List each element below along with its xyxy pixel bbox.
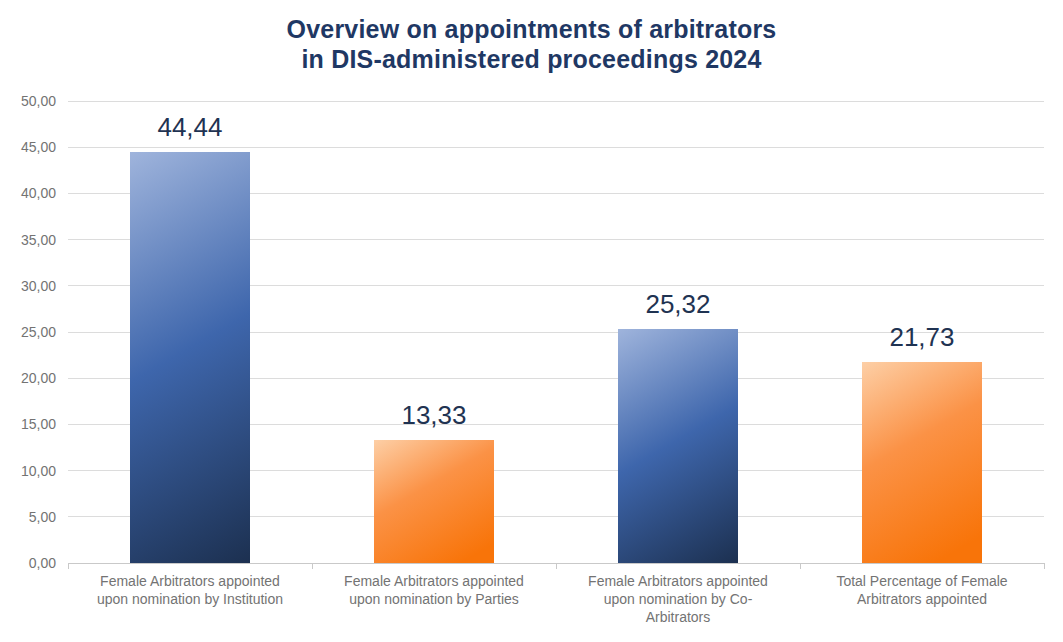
chart-title-line1: Overview on appointments of arbitrators [0,14,1063,44]
category-label: Female Arbitrators appointedupon nominat… [316,572,552,608]
category-label-line: upon nomination by Co- [560,590,796,608]
x-axis-tick [312,563,313,569]
category-label: Total Percentage of FemaleArbitrators ap… [804,572,1040,608]
y-axis-tick-label: 20,00 [0,369,56,387]
category-label-line: upon nomination by Institution [72,590,308,608]
bar [618,329,738,563]
category-label-line: Female Arbitrators appointed [72,572,308,590]
x-axis-tick [68,563,69,569]
y-axis-tick-label: 10,00 [0,462,56,480]
y-axis-tick-label: 40,00 [0,184,56,202]
bar [130,152,250,563]
gridline [68,101,1044,102]
bar-value-label: 25,32 [556,289,800,319]
bar-chart: Overview on appointments of arbitrators … [0,0,1063,642]
bar-value-label: 44,44 [68,112,312,142]
category-label-line: upon nomination by Parties [316,590,552,608]
y-axis-tick-label: 0,00 [0,554,56,572]
y-axis-tick-label: 30,00 [0,277,56,295]
y-axis-tick-label: 35,00 [0,231,56,249]
y-axis-tick-label: 5,00 [0,508,56,526]
y-axis-tick-label: 50,00 [0,92,56,110]
chart-title: Overview on appointments of arbitrators … [0,14,1063,74]
bar [374,440,494,563]
bar [862,362,982,563]
x-axis-tick [800,563,801,569]
category-label-line: Female Arbitrators appointed [316,572,552,590]
category-label-line: Arbitrators [560,608,796,626]
y-axis-tick-label: 15,00 [0,415,56,433]
category-label-line: Total Percentage of Female [804,572,1040,590]
x-axis-tick [556,563,557,569]
category-label: Female Arbitrators appointedupon nominat… [72,572,308,608]
x-axis-tick [1044,563,1045,569]
bar-value-label: 21,73 [800,322,1044,352]
category-label-line: Arbitrators appointed [804,590,1040,608]
category-label: Female Arbitrators appointedupon nominat… [560,572,796,626]
y-axis-tick-label: 25,00 [0,323,56,341]
y-axis-tick-label: 45,00 [0,138,56,156]
bar-value-label: 13,33 [312,400,556,430]
category-label-line: Female Arbitrators appointed [560,572,796,590]
chart-title-line2: in DIS-administered proceedings 2024 [0,44,1063,74]
gridline [68,147,1044,148]
